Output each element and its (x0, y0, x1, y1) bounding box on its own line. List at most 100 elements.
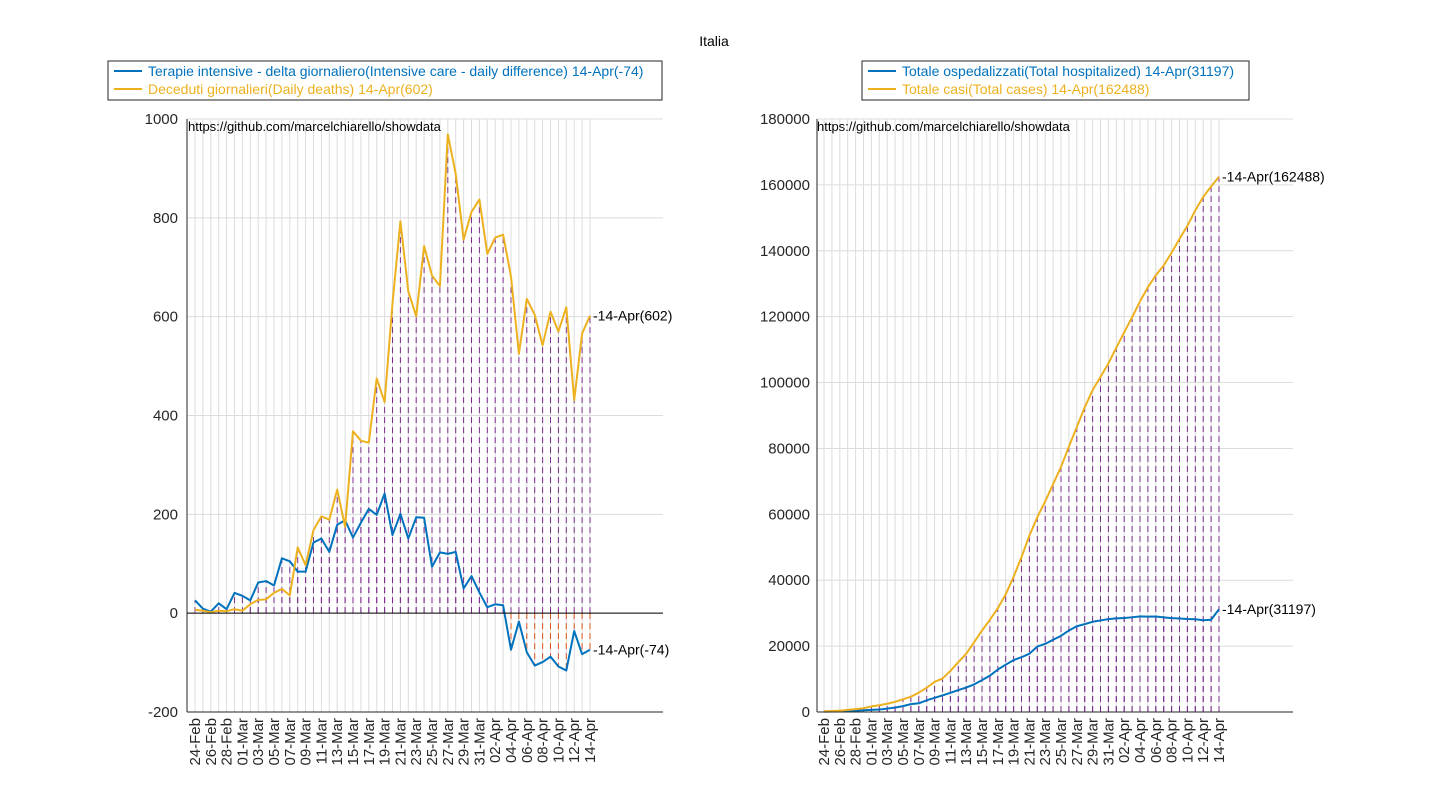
x-tick-label: 10-Apr (1179, 718, 1196, 763)
x-tick-label: 24-Feb (187, 718, 204, 766)
x-tick-label: 23-Mar (408, 718, 425, 766)
x-tick-label: 15-Mar (345, 718, 362, 766)
end-labels: -14-Apr(31197) -14-Apr(162488) (1222, 169, 1325, 618)
axes (816, 119, 1293, 713)
x-tick-label: 31-Mar (1100, 718, 1117, 766)
x-tick-label: 05-Mar (895, 718, 912, 766)
x-tick-label: 02-Apr (1116, 718, 1133, 763)
y-tick-label: 0 (170, 605, 178, 622)
x-tick-label: 26-Feb (203, 718, 220, 766)
x-tick-label: 29-Mar (1085, 718, 1102, 766)
end-label: -14-Apr(162488) (1222, 169, 1325, 185)
legend-entry-intensive-care: Terapie intensive - delta giornaliero(In… (148, 63, 643, 79)
legend-entry-total-cases: Totale casi(Total cases) 14-Apr(162488) (902, 81, 1149, 97)
legend-entry-daily-deaths: Deceduti giornalieri(Daily deaths) 14-Ap… (148, 81, 433, 97)
axes (186, 119, 663, 713)
x-tick-label: 03-Mar (250, 718, 267, 766)
series-line-0 (823, 608, 1220, 713)
x-tick-label: 01-Mar (863, 718, 880, 766)
series-line-1 (823, 176, 1220, 713)
x-tick-label: 02-Apr (487, 718, 504, 763)
x-tick-label: 13-Mar (329, 718, 346, 766)
x-tick-label: 28-Feb (219, 718, 236, 766)
x-tick-label: 07-Mar (911, 718, 928, 766)
x-tick-label: 27-Mar (1069, 718, 1086, 766)
y-tick-label: 140000 (760, 243, 810, 260)
source-annotation: https://github.com/marcelchiarello/showd… (188, 119, 442, 134)
x-tick-label: 14-Apr (1211, 718, 1228, 763)
series-line-1 (194, 133, 591, 614)
x-tick-label: 11-Mar (942, 718, 959, 764)
x-tick-label: 25-Mar (1053, 718, 1070, 766)
x-tick-label: 26-Feb (832, 718, 849, 766)
x-tick-label: 17-Mar (990, 718, 1007, 766)
legend-box (107, 60, 663, 101)
y-tick-label: 0 (802, 704, 810, 721)
x-tick-label: 10-Apr (550, 718, 567, 763)
series-lines (823, 176, 1220, 713)
series-line-0 (194, 492, 591, 672)
legend: Totale ospedalizzati(Total hospitalized)… (861, 60, 1250, 101)
x-tick-label: 23-Mar (1037, 718, 1054, 766)
y-tick-label: 40000 (768, 572, 810, 589)
x-tick-label: 24-Feb (816, 718, 833, 766)
x-tick-label: 12-Apr (1195, 718, 1212, 763)
figure-title: Italia (699, 33, 729, 49)
legend: Terapie intensive - delta giornaliero(In… (107, 60, 663, 101)
x-tick-label: 27-Mar (440, 718, 457, 766)
x-tick-label: 19-Mar (377, 718, 394, 766)
x-tick-labels: 24-Feb26-Feb28-Feb01-Mar03-Mar05-Mar07-M… (187, 718, 599, 766)
y-tick-label: 60000 (768, 506, 810, 523)
x-tick-label: 09-Mar (298, 718, 315, 766)
y-tick-label: 400 (153, 408, 178, 425)
x-tick-label: 31-Mar (471, 718, 488, 766)
x-tick-label: 13-Mar (958, 718, 975, 766)
x-tick-label: 05-Mar (266, 718, 283, 766)
end-labels: -14-Apr(-74) -14-Apr(602) (593, 308, 672, 658)
drop-lines (194, 134, 591, 671)
x-tick-label: 06-Apr (1148, 718, 1165, 763)
x-tick-label: 03-Mar (879, 718, 896, 766)
x-tick-label: 04-Apr (1132, 718, 1149, 763)
x-tick-label: 19-Mar (1006, 718, 1023, 766)
x-tick-label: 07-Mar (282, 718, 299, 766)
y-tick-label: 160000 (760, 177, 810, 194)
y-tick-label: 20000 (768, 638, 810, 655)
grid (817, 118, 1293, 713)
end-label: -14-Apr(602) (593, 308, 672, 324)
y-tick-labels: -200 0 200 400 600 800 1000 (145, 111, 178, 721)
y-tick-label: 120000 (760, 309, 810, 326)
drop-lines (823, 176, 1220, 712)
x-tick-label: 04-Apr (503, 718, 520, 763)
x-tick-label: 15-Mar (974, 718, 991, 766)
left-chart: https://github.com/marcelchiarello/showd… (107, 60, 672, 766)
y-tick-labels: 0 20000 40000 60000 80000 100000 120000 140000 1… (760, 111, 810, 721)
right-chart: https://github.com/marcelchiarello/showd… (760, 60, 1325, 766)
x-tick-label: 21-Mar (1021, 718, 1038, 766)
y-tick-label: 80000 (768, 440, 810, 457)
legend-box (861, 60, 1250, 101)
legend-entry-total-hospitalized: Totale ospedalizzati(Total hospitalized)… (902, 63, 1234, 79)
x-tick-label: 25-Mar (424, 718, 441, 766)
y-tick-label: 600 (153, 309, 178, 326)
x-tick-labels: 24-Feb26-Feb28-Feb01-Mar03-Mar05-Mar07-M… (816, 718, 1228, 766)
x-tick-label: 08-Apr (1164, 718, 1181, 763)
x-tick-label: 09-Mar (927, 718, 944, 766)
x-tick-label: 21-Mar (392, 718, 409, 766)
source-annotation: https://github.com/marcelchiarello/showd… (817, 119, 1071, 134)
x-tick-label: 28-Feb (848, 718, 865, 766)
end-label: -14-Apr(31197) (1222, 601, 1316, 617)
grid (187, 118, 663, 713)
x-tick-label: 29-Mar (456, 718, 473, 766)
y-tick-label: 1000 (145, 111, 178, 128)
x-tick-label: 01-Mar (234, 718, 251, 766)
end-label: -14-Apr(-74) (593, 642, 669, 658)
y-tick-label: 180000 (760, 111, 810, 128)
x-tick-label: 12-Apr (566, 718, 583, 763)
y-tick-label: 800 (153, 210, 178, 227)
series-lines (194, 133, 591, 672)
y-tick-label: 100000 (760, 375, 810, 392)
x-tick-label: 08-Apr (535, 718, 552, 763)
x-tick-label: 06-Apr (519, 718, 536, 763)
